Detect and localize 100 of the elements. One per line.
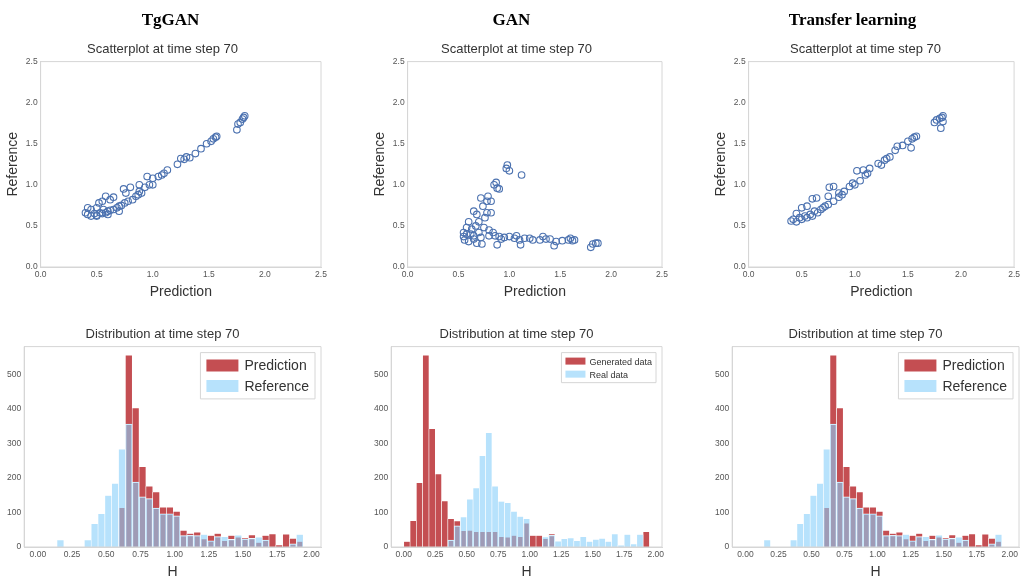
chart-title: Distribution at time step 70: [85, 326, 240, 342]
y-tick-label: 100: [6, 506, 22, 517]
y-axis-title: Reference: [4, 131, 21, 197]
x-tick-label: 0.75: [836, 549, 854, 560]
y-tick-label: 300: [6, 437, 22, 448]
y-tick-label: 0: [383, 541, 389, 552]
x-tick-label: 0.0: [34, 269, 47, 280]
x-tick-label: 1.5: [901, 269, 915, 280]
y-tick-label: 200: [714, 472, 730, 483]
x-tick-label: 2.0: [955, 269, 968, 280]
x-tick-label: 0.50: [97, 549, 115, 560]
y-tick-label: 2.5: [392, 55, 405, 66]
y-tick-label: 300: [373, 437, 389, 448]
x-tick-label: 1.00: [166, 549, 184, 560]
legend-label: Prediction: [244, 357, 307, 374]
y-tick-label: 100: [373, 506, 389, 517]
y-tick-label: 1.5: [25, 138, 38, 149]
x-tick-label: 1.50: [584, 549, 602, 560]
x-tick-label: 0.5: [90, 269, 103, 280]
x-tick-label: 2.00: [1001, 549, 1019, 560]
x-tick-label: 0.00: [737, 549, 754, 560]
x-tick-label: 0.5: [452, 269, 465, 280]
y-tick-label: 200: [6, 472, 22, 483]
chart-title: GAN: [491, 9, 532, 31]
x-axis-title: Prediction: [503, 283, 566, 300]
y-tick-label: 400: [373, 403, 389, 414]
x-tick-label: 2.5: [1008, 269, 1021, 280]
y-tick-label: 2.0: [25, 97, 38, 108]
x-axis-title: H: [167, 563, 178, 580]
x-tick-label: 0.75: [132, 549, 149, 560]
x-tick-label: 0.75: [489, 549, 507, 560]
x-axis-title: Prediction: [850, 283, 913, 300]
y-tick-label: 1.0: [25, 179, 38, 190]
x-tick-label: 0.5: [795, 269, 808, 280]
x-tick-label: 0.00: [29, 549, 47, 560]
x-tick-label: 1.75: [268, 549, 286, 560]
y-tick-label: 0.0: [392, 261, 405, 272]
y-tick-label: 400: [6, 403, 22, 414]
x-tick-label: 0.50: [458, 549, 476, 560]
x-tick-label: 2.0: [605, 269, 618, 280]
x-axis-title: Prediction: [149, 283, 212, 300]
x-axis-title: H: [870, 563, 881, 580]
y-tick-label: 0: [16, 541, 22, 552]
y-tick-label: 2.0: [733, 97, 746, 108]
y-tick-label: 2.0: [392, 97, 405, 108]
y-tick-label: 0.5: [25, 220, 38, 231]
y-tick-label: 100: [714, 506, 730, 517]
chart-title: TgGAN: [140, 9, 201, 31]
chart-title: Distribution at time step 70: [439, 326, 594, 342]
y-tick-label: 500: [6, 368, 22, 379]
x-tick-label: 1.5: [554, 269, 567, 280]
x-tick-label: 2.00: [647, 549, 665, 560]
y-tick-label: 0.0: [25, 261, 38, 272]
x-tick-label: 1.25: [902, 549, 920, 560]
x-tick-label: 1.00: [521, 549, 539, 560]
x-tick-label: 1.50: [935, 549, 953, 560]
y-tick-label: 1.0: [392, 179, 405, 190]
y-tick-label: 0.5: [392, 220, 405, 231]
x-tick-label: 2.0: [259, 269, 272, 280]
y-tick-label: 200: [373, 472, 389, 483]
y-tick-label: 1.5: [733, 138, 746, 149]
y-tick-label: 300: [714, 437, 730, 448]
x-tick-label: 2.00: [303, 549, 320, 560]
y-tick-label: 1.5: [392, 138, 405, 149]
x-tick-label: 0.25: [63, 549, 81, 560]
x-axis-title: H: [521, 563, 532, 580]
x-tick-label: 1.0: [848, 269, 861, 280]
legend-label: Prediction: [942, 357, 1005, 374]
x-tick-label: 0.0: [401, 269, 414, 280]
x-tick-label: 2.5: [656, 269, 669, 280]
y-axis-title: Reference: [712, 131, 729, 197]
x-tick-label: 1.25: [552, 549, 570, 560]
x-tick-label: 1.25: [200, 549, 218, 560]
x-tick-label: 0.25: [427, 549, 444, 560]
chart-title: Distribution at time step 70: [788, 326, 943, 342]
legend-label: Real data: [589, 369, 628, 380]
y-tick-label: 0: [724, 541, 730, 552]
x-tick-label: 0.0: [742, 269, 755, 280]
chart-subtitle: Scatterplot at time step 70: [86, 41, 239, 57]
x-tick-label: 1.0: [146, 269, 159, 280]
y-tick-label: 500: [373, 368, 389, 379]
y-tick-label: 0.5: [733, 220, 746, 231]
x-tick-label: 1.75: [615, 549, 633, 560]
x-tick-label: 0.00: [395, 549, 413, 560]
y-tick-label: 1.0: [733, 179, 746, 190]
x-tick-label: 1.5: [202, 269, 216, 280]
chart-title: Transfer learning: [787, 9, 918, 31]
chart-subtitle: Scatterplot at time step 70: [789, 41, 942, 57]
legend-label: Generated data: [589, 356, 653, 367]
y-tick-label: 0.0: [733, 261, 746, 272]
legend-label: Reference: [942, 377, 1008, 394]
y-tick-label: 2.5: [25, 55, 38, 66]
x-tick-label: 1.0: [503, 269, 516, 280]
x-tick-label: 0.50: [803, 549, 821, 560]
y-tick-label: 500: [714, 368, 730, 379]
x-tick-label: 1.50: [234, 549, 252, 560]
legend-label: Reference: [244, 377, 310, 394]
x-tick-label: 0.25: [770, 549, 787, 560]
y-tick-label: 400: [714, 403, 730, 414]
chart-subtitle: Scatterplot at time step 70: [440, 41, 593, 57]
